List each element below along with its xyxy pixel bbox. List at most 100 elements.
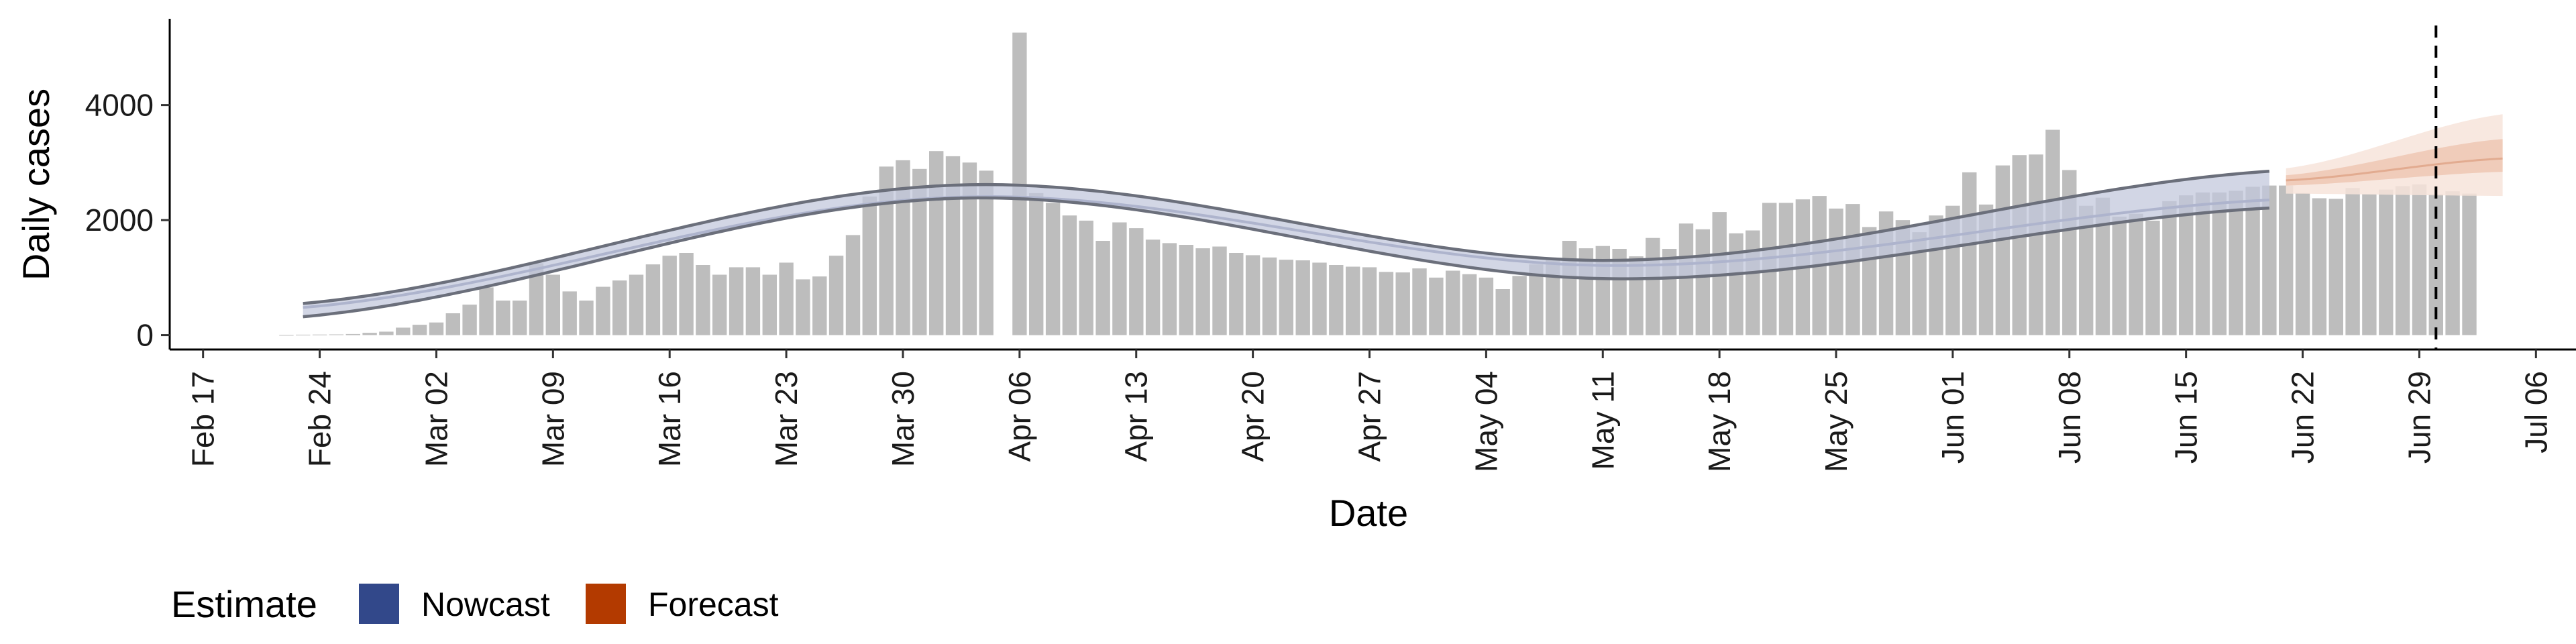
bar (2029, 154, 2043, 335)
forecast-layer (2286, 25, 2503, 350)
bar (2295, 193, 2310, 335)
bar (929, 151, 944, 335)
bar (2262, 185, 2277, 335)
bar (496, 301, 511, 335)
bar (2112, 216, 2127, 335)
x-tick-label: Mar 23 (769, 371, 804, 467)
legend: Estimate Nowcast Forecast (171, 583, 779, 625)
bar (1512, 276, 1527, 335)
x-tick-label: Mar 09 (535, 371, 570, 467)
bar (912, 168, 927, 335)
y-tick-label: 0 (136, 318, 154, 353)
bar (2412, 184, 2427, 335)
bar (2312, 198, 2327, 335)
y-tick-label: 4000 (85, 88, 154, 123)
bar (1429, 277, 1444, 335)
bar (896, 160, 910, 335)
bar (779, 262, 794, 335)
legend-title: Estimate (171, 583, 317, 625)
bar (1995, 165, 2010, 335)
x-tick-label: Apr 27 (1352, 371, 1387, 462)
bar (1029, 193, 1044, 335)
nowcast-median-line (303, 195, 2269, 309)
bar (2212, 192, 2227, 335)
bar (462, 305, 477, 335)
bar (712, 274, 727, 335)
bar (1312, 262, 1327, 335)
bar (2095, 197, 2110, 335)
bar (579, 301, 594, 335)
bar (828, 256, 844, 335)
bar (529, 263, 544, 335)
x-tick-label: Mar 02 (419, 371, 453, 467)
bar (1562, 241, 1577, 335)
y-axis-title: Daily cases (15, 89, 57, 280)
bar (1062, 215, 1077, 335)
bar (1295, 260, 1310, 335)
x-tick-label: Mar 30 (885, 371, 920, 467)
bar (2145, 220, 2160, 335)
bar (562, 291, 577, 335)
x-tick-label: Jun 15 (2169, 371, 2204, 464)
bar (696, 265, 710, 335)
x-tick-label: May 25 (1819, 371, 1854, 472)
bar (1412, 268, 1427, 335)
bar (1095, 241, 1110, 335)
bar (1462, 274, 1477, 335)
bar (2462, 193, 2477, 335)
nowcast-band (303, 171, 2269, 317)
x-tick-label: Jun 22 (2286, 371, 2320, 464)
bar (379, 331, 394, 335)
bar (2379, 189, 2394, 335)
bar (729, 267, 744, 335)
legend-swatch-forecast (586, 584, 626, 624)
bar (945, 156, 961, 335)
nowcast-upper-line (303, 169, 2270, 305)
x-tick-label: Jun 08 (2052, 371, 2087, 464)
bar (1195, 248, 1210, 335)
bar (479, 287, 494, 335)
bar (1495, 289, 1510, 335)
bar (1529, 264, 1544, 335)
bar (1229, 253, 1244, 335)
bar (445, 313, 460, 335)
bar (1446, 270, 1460, 335)
bar (2012, 155, 2027, 335)
bar (1962, 172, 1977, 335)
x-tick-label: Jun 29 (2402, 371, 2436, 464)
bar (1045, 203, 1061, 335)
bar (962, 162, 977, 335)
x-tick-label: Apr 20 (1236, 371, 1271, 462)
bar (513, 301, 527, 335)
bar (1845, 204, 1860, 335)
bar (2162, 201, 2177, 335)
bar (1112, 222, 1127, 335)
bar (1245, 255, 1260, 335)
bar (412, 325, 427, 335)
bar (879, 166, 894, 335)
bar (545, 274, 560, 335)
x-tick-label: Apr 13 (1119, 371, 1154, 462)
bar (2079, 205, 2094, 335)
bar (812, 276, 827, 335)
bar (1395, 272, 1410, 335)
x-tick-label: May 18 (1702, 371, 1737, 472)
bar (2179, 195, 2194, 335)
bar (2345, 188, 2360, 335)
bar (2328, 199, 2343, 335)
x-tick-label: May 04 (1468, 371, 1503, 472)
bar (2129, 213, 2143, 335)
x-tick-label: Mar 16 (652, 371, 687, 467)
bar (2245, 186, 2260, 335)
bar (1678, 223, 1694, 335)
bar (1129, 228, 1144, 335)
legend-swatch-nowcast (359, 584, 399, 624)
bar (1829, 208, 1843, 335)
bar (679, 253, 694, 335)
bar (762, 274, 777, 335)
legend-label-forecast: Forecast (648, 586, 779, 623)
bar (1379, 272, 1394, 335)
bar (2428, 194, 2443, 335)
x-axis-title: Date (1329, 492, 1408, 534)
x-tick-label: Jun 01 (1935, 371, 1970, 464)
